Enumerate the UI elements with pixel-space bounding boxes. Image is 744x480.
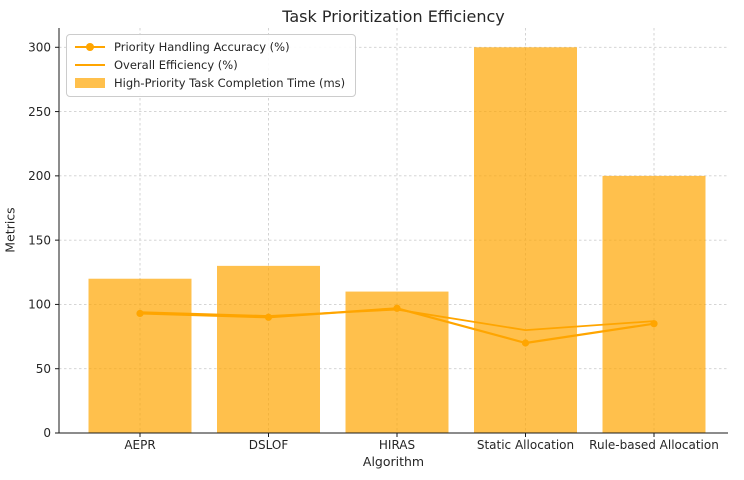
x-tick-label: DSLOF <box>249 438 289 452</box>
priority-accuracy-marker <box>650 320 658 328</box>
y-tick-label: 300 <box>28 40 51 54</box>
legend-label: Priority Handling Accuracy (%) <box>114 40 290 54</box>
x-tick-label: HIRAS <box>379 438 415 452</box>
bar-dslof <box>217 265 320 433</box>
y-tick-label: 200 <box>28 169 51 183</box>
bar-rule-based-allocation <box>602 175 706 433</box>
legend-item-completion-time: High-Priority Task Completion Time (ms) <box>75 76 345 90</box>
x-tick-label: AEPR <box>124 438 155 452</box>
bar-aepr <box>88 278 192 433</box>
bar-swatch-icon <box>75 77 105 89</box>
priority-accuracy-marker <box>393 304 401 312</box>
x-tick-label: Rule-based Allocation <box>589 438 719 452</box>
priority-accuracy-marker <box>136 309 144 318</box>
legend: Priority Handling Accuracy (%) Overall E… <box>66 34 357 97</box>
bar-static-allocation <box>474 47 577 434</box>
legend-item-priority-accuracy: Priority Handling Accuracy (%) <box>75 40 345 54</box>
legend-item-overall-efficiency: Overall Efficiency (%) <box>75 58 345 72</box>
legend-label: High-Priority Task Completion Time (ms) <box>114 76 346 90</box>
bar-hiras <box>345 291 449 433</box>
y-tick-label: 100 <box>28 298 51 312</box>
y-axis-label: Metrics <box>2 207 18 253</box>
y-tick-label: 150 <box>28 233 51 247</box>
legend-label: Overall Efficiency (%) <box>114 58 238 72</box>
chart-title: Task Prioritization Efficiency <box>282 7 505 26</box>
priority-accuracy-marker <box>521 339 530 347</box>
y-tick-label: 50 <box>36 362 51 376</box>
y-tick-label: 0 <box>43 426 51 440</box>
line-swatch-icon <box>75 59 105 71</box>
x-axis-label: Algorithm <box>362 454 425 469</box>
x-tick-label: Static Allocation <box>477 438 574 452</box>
y-tick-label: 250 <box>28 105 51 119</box>
priority-accuracy-marker <box>264 313 273 321</box>
line-with-marker-swatch-icon <box>75 41 105 53</box>
